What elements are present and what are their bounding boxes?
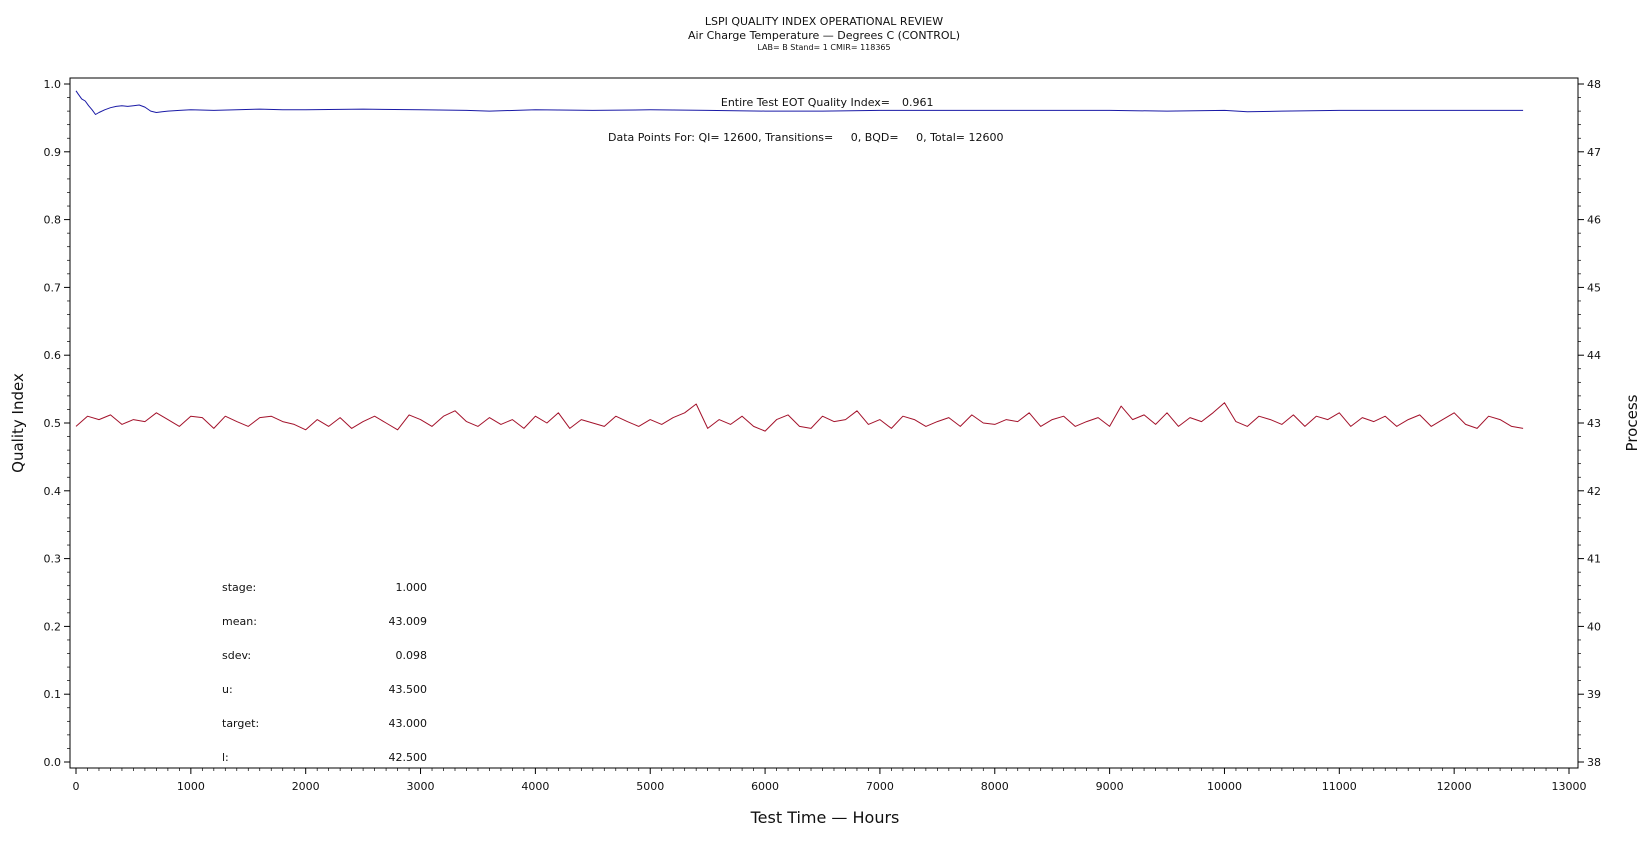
x-axis-label: Test Time — Hours bbox=[750, 808, 900, 827]
right-y-tick-label: 42 bbox=[1587, 485, 1601, 498]
data-points-summary: Data Points For: QI= 12600, Transitions=… bbox=[608, 131, 1003, 144]
right-y-tick-label: 46 bbox=[1587, 214, 1601, 227]
left-y-tick-label: 0.9 bbox=[44, 146, 62, 159]
right-y-tick-label: 44 bbox=[1587, 349, 1601, 362]
left-y-axis-label: Quality Index bbox=[9, 373, 27, 473]
x-tick-label: 10000 bbox=[1207, 780, 1242, 793]
left-y-tick-label: 0.1 bbox=[44, 688, 62, 701]
stat-label: mean: bbox=[222, 615, 257, 628]
x-tick-label: 9000 bbox=[1096, 780, 1124, 793]
left-y-tick-label: 0.0 bbox=[44, 756, 62, 769]
right-y-tick-label: 39 bbox=[1587, 688, 1601, 701]
left-y-tick-label: 0.6 bbox=[44, 349, 62, 362]
right-y-tick-label: 41 bbox=[1587, 553, 1601, 566]
chart-subtitle: Air Charge Temperature — Degrees C (CONT… bbox=[688, 29, 960, 42]
left-y-tick-label: 0.3 bbox=[44, 553, 62, 566]
series-layer bbox=[75, 90, 1524, 432]
plot-frame bbox=[69, 77, 1579, 769]
left-y-tick-label: 0.2 bbox=[44, 620, 62, 633]
x-axis: 0 1000 2000 3000 4000 5000 6000 7000 8000 9000 100… bbox=[73, 768, 1587, 793]
stat-label: target: bbox=[222, 717, 259, 730]
x-tick-label: 5000 bbox=[636, 780, 664, 793]
right-y-tick-label: 47 bbox=[1587, 146, 1601, 159]
left-y-tick-label: 1.0 bbox=[44, 78, 62, 91]
right-y-tick-label: 38 bbox=[1587, 756, 1601, 769]
left-y-tick-label: 0.7 bbox=[44, 281, 62, 294]
x-tick-label: 11000 bbox=[1322, 780, 1357, 793]
eot-quality-value: 0.961 bbox=[902, 96, 934, 109]
stat-value: 43.500 bbox=[389, 683, 428, 696]
right-y-tick-label: 48 bbox=[1587, 78, 1601, 91]
process-series-line bbox=[75, 402, 1524, 432]
left-y-tick-label: 0.5 bbox=[44, 417, 62, 430]
stat-value: 42.500 bbox=[389, 751, 428, 764]
x-tick-label: 0 bbox=[73, 780, 80, 793]
x-tick-label: 13000 bbox=[1552, 780, 1587, 793]
x-tick-label: 8000 bbox=[981, 780, 1009, 793]
stat-label: stage: bbox=[222, 581, 256, 594]
chart-title: LSPI QUALITY INDEX OPERATIONAL REVIEW bbox=[704, 15, 944, 28]
eot-quality-label: Entire Test EOT Quality Index= bbox=[721, 96, 890, 109]
stat-value: 1.000 bbox=[396, 581, 428, 594]
stat-value: 0.098 bbox=[396, 649, 428, 662]
x-tick-label: 2000 bbox=[292, 780, 320, 793]
x-tick-label: 4000 bbox=[521, 780, 549, 793]
right-y-axis-label: Process bbox=[1623, 394, 1641, 451]
x-tick-label: 7000 bbox=[866, 780, 894, 793]
stat-value: 43.009 bbox=[389, 615, 428, 628]
left-y-tick-label: 0.8 bbox=[44, 214, 62, 227]
right-y-tick-label: 43 bbox=[1587, 417, 1601, 430]
x-tick-label: 6000 bbox=[751, 780, 779, 793]
stat-label: l: bbox=[222, 751, 229, 764]
right-y-tick-label: 45 bbox=[1587, 281, 1601, 294]
chart-subtitle-ids: LAB= B Stand= 1 CMIR= 118365 bbox=[757, 43, 891, 52]
left-y-axis: 0.0 0.1 0.2 0.3 0.4 0.5 0.6 0.7 0.8 0.9 1.0 bbox=[44, 78, 70, 769]
quality-index-series-line bbox=[75, 90, 1524, 115]
stat-label: u: bbox=[222, 683, 233, 696]
stat-label: sdev: bbox=[222, 649, 251, 662]
right-y-axis: 38 39 40 41 42 43 44 45 46 47 48 bbox=[1578, 78, 1601, 769]
x-tick-label: 3000 bbox=[407, 780, 435, 793]
x-tick-label: 1000 bbox=[177, 780, 205, 793]
stat-value: 43.000 bbox=[389, 717, 428, 730]
x-tick-label: 12000 bbox=[1437, 780, 1472, 793]
left-y-tick-label: 0.4 bbox=[44, 485, 62, 498]
right-y-tick-label: 40 bbox=[1587, 620, 1601, 633]
stats-block: stage: 1.000 mean: 43.009 sdev: 0.098 u:… bbox=[222, 581, 427, 764]
